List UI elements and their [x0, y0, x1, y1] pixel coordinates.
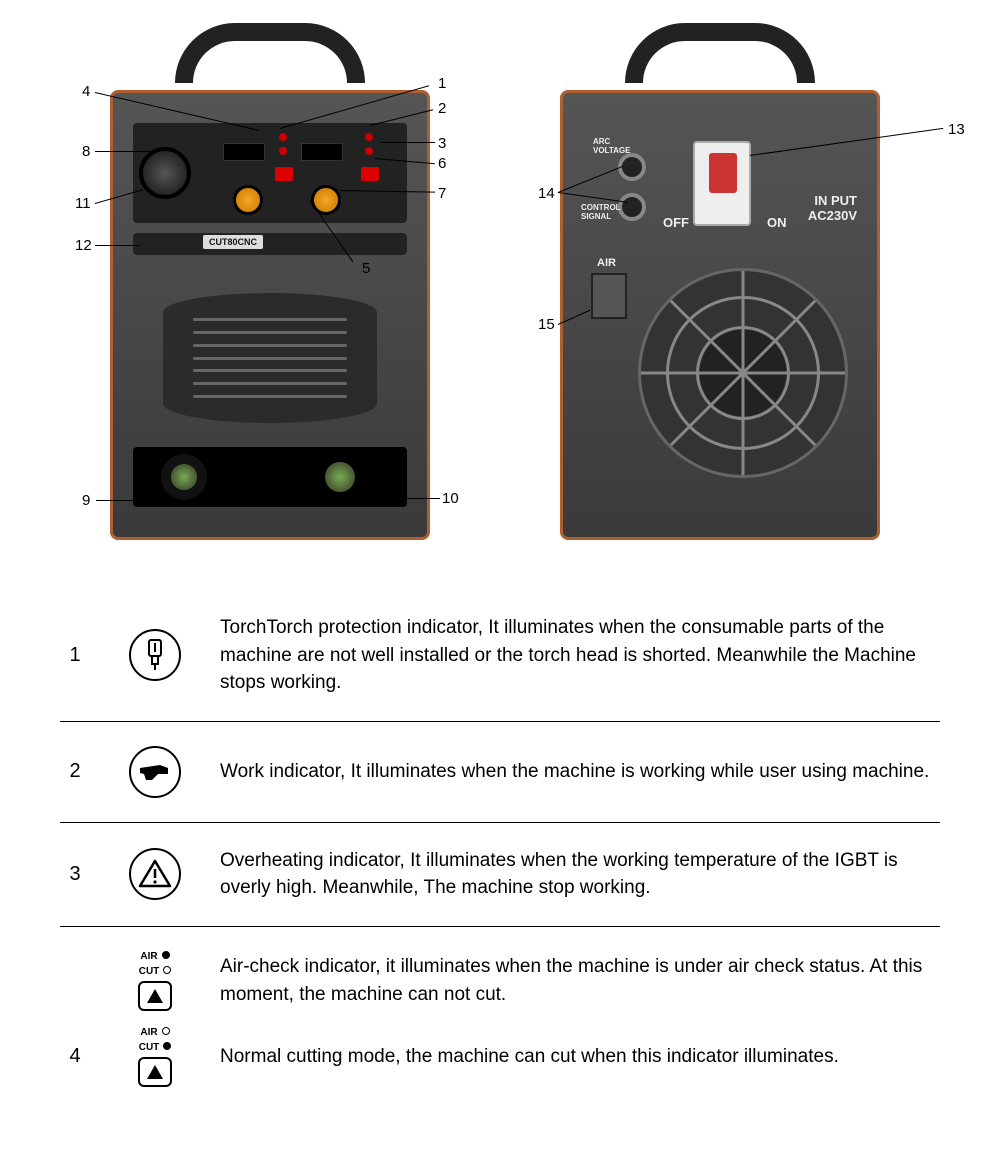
off-label: OFF	[663, 215, 689, 230]
torch-protection-icon	[129, 629, 181, 681]
display-left	[223, 143, 265, 161]
callout-8: 8	[82, 143, 90, 160]
fan-guard-icon	[638, 268, 848, 478]
lead-10	[378, 498, 440, 499]
handle-icon	[175, 23, 365, 83]
control-signal-label: CONTROL SIGNAL	[581, 203, 621, 221]
legend-item-1: 1 TorchTorch protection indicator, It il…	[60, 590, 940, 722]
lead-12	[95, 245, 140, 246]
ground-connector	[161, 454, 207, 500]
cut-text: CUT	[139, 966, 160, 977]
callout-2: 2	[438, 100, 446, 117]
air-check-mode-icon: AIR CUT	[138, 951, 172, 1011]
legend-desc: TorchTorch protection indicator, It illu…	[220, 614, 940, 697]
legend-desc: Overheating indicator, It illuminates wh…	[220, 847, 940, 902]
display-right	[301, 143, 343, 161]
power-breaker	[693, 141, 751, 226]
input-label: IN PUT AC230V	[808, 193, 857, 223]
model-badge: CUT80CNC	[203, 235, 263, 249]
led-4	[365, 147, 373, 155]
machine-front: CUT80CNC	[110, 90, 430, 540]
lead-8	[95, 151, 155, 152]
overheat-warning-icon	[129, 848, 181, 900]
control-panel	[133, 123, 407, 223]
work-indicator-icon	[129, 746, 181, 798]
lead-9	[96, 500, 166, 501]
legend-desc: Work indicator, It illuminates when the …	[220, 758, 940, 786]
legend-item-4b: 4 AIR CUT Normal cutting mode, the machi…	[60, 1011, 940, 1087]
cut-text: CUT	[139, 1042, 160, 1053]
knob-post-time	[233, 185, 263, 215]
mode-button	[275, 167, 293, 181]
callout-14: 14	[538, 185, 555, 202]
callout-10: 10	[442, 490, 459, 507]
led-2	[279, 147, 287, 155]
air-text: AIR	[140, 1027, 157, 1038]
callout-4: 4	[82, 83, 90, 100]
info-strip	[133, 233, 407, 255]
callout-15: 15	[538, 316, 555, 333]
legend-item-3: 3 Overheating indicator, It illuminates …	[60, 823, 940, 927]
lead-3	[380, 142, 435, 143]
callout-1: 1	[438, 75, 446, 92]
callout-3: 3	[438, 135, 446, 152]
diagram-area: CUT80CNC ARC VOLTAGE CONTROL SIGNAL OFF …	[0, 0, 1000, 580]
callout-13: 13	[948, 121, 965, 138]
callout-6: 6	[438, 155, 446, 172]
arc-voltage-label: ARC VOLTAGE	[593, 137, 630, 155]
legend-item-4a: AIR CUT Air-check indicator, it illumina…	[60, 927, 940, 1011]
legend-list: 1 TorchTorch protection indicator, It il…	[0, 580, 1000, 1127]
callout-5: 5	[362, 260, 370, 277]
legend-desc: Normal cutting mode, the machine can cut…	[220, 1043, 940, 1071]
front-bottom-panel	[133, 447, 407, 507]
callout-9: 9	[82, 492, 90, 509]
air-text: AIR	[140, 951, 157, 962]
control-signal-port	[618, 193, 646, 221]
legend-number: 3	[60, 863, 90, 886]
machine-rear: ARC VOLTAGE CONTROL SIGNAL OFF ON IN PUT…	[560, 90, 880, 540]
led-1	[279, 133, 287, 141]
legend-number: 2	[60, 760, 90, 783]
front-grille	[163, 293, 377, 423]
legend-number: 4	[60, 1045, 90, 1068]
handle-icon	[625, 23, 815, 83]
main-knob	[139, 147, 191, 199]
torch-connector	[313, 450, 367, 504]
air-inlet	[591, 273, 627, 319]
legend-item-2: 2 Work indicator, It illuminates when th…	[60, 722, 940, 823]
led-3	[365, 133, 373, 141]
callout-7: 7	[438, 185, 446, 202]
callout-11: 11	[75, 195, 91, 212]
legend-desc: Air-check indicator, it illuminates when…	[220, 953, 940, 1008]
legend-number: 1	[60, 644, 90, 667]
on-label: ON	[767, 215, 787, 230]
select-button	[361, 167, 379, 181]
cut-mode-icon: AIR CUT	[138, 1027, 172, 1087]
callout-12: 12	[75, 237, 92, 254]
air-label: AIR	[597, 257, 616, 269]
